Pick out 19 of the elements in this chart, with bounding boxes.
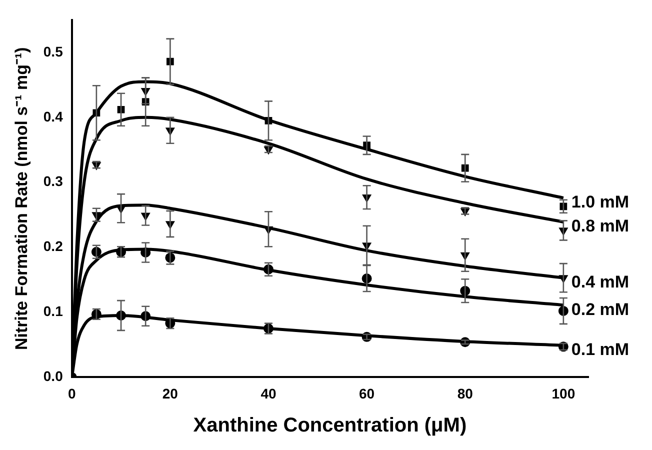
y-tick-label: 0.3 bbox=[43, 173, 64, 190]
x-tick-label: 80 bbox=[457, 385, 474, 402]
series-label: 0.4 mM bbox=[571, 272, 630, 292]
y-tick-label: 0.4 bbox=[43, 108, 64, 124]
series-label: 1.0 mM bbox=[571, 192, 630, 212]
y-tick-label: 0.5 bbox=[43, 43, 64, 60]
y-tick-label: 0.0 bbox=[43, 368, 64, 384]
y-tick-label: 0.2 bbox=[43, 238, 64, 254]
x-axis-title: Xanthine Concentration (μM) bbox=[193, 414, 467, 437]
x-tick-label: 40 bbox=[260, 385, 276, 402]
series-label: 0.2 mM bbox=[571, 300, 630, 319]
x-tick-label: 100 bbox=[552, 385, 576, 402]
y-axis-title: Nitrite Formation Rate (nmol s⁻¹ mg⁻¹) bbox=[12, 47, 31, 350]
x-tick-label: 0 bbox=[68, 385, 76, 402]
series-label: 0.8 mM bbox=[571, 216, 630, 236]
y-tick-label: 0.1 bbox=[43, 303, 64, 320]
x-tick-label: 20 bbox=[162, 385, 178, 402]
series-label: 0.1 mM bbox=[571, 340, 630, 360]
x-tick-label: 60 bbox=[359, 385, 375, 402]
